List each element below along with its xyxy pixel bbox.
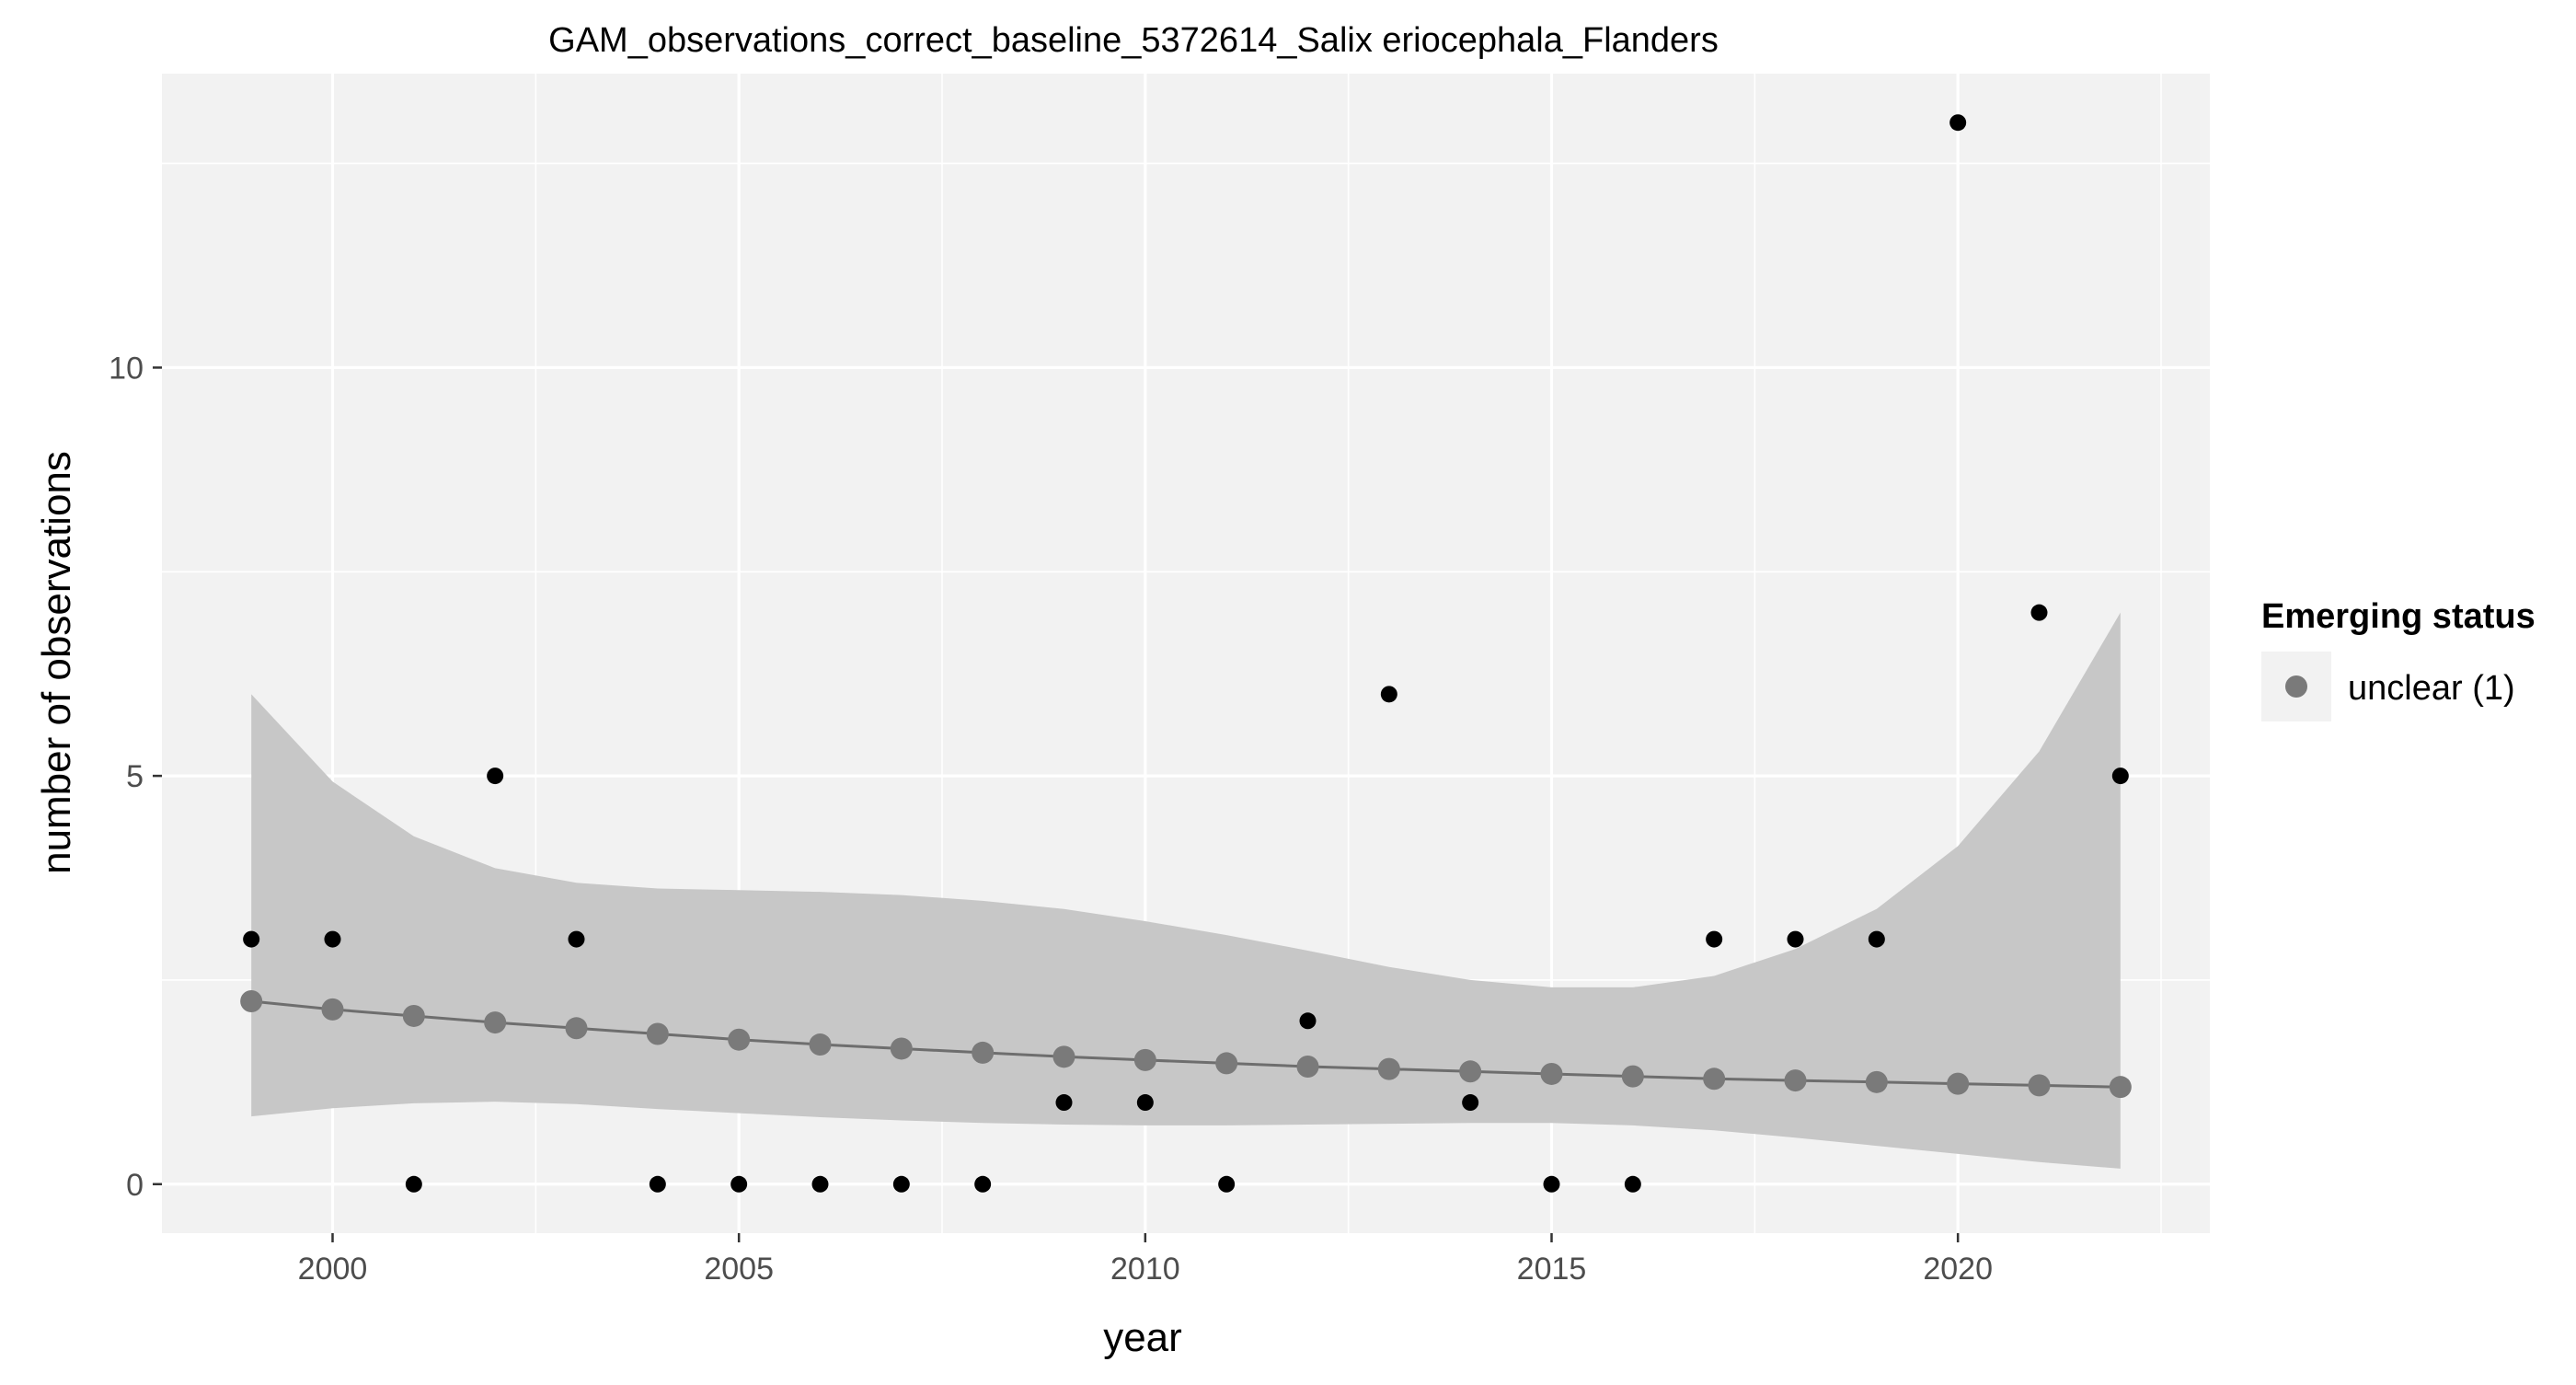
fitted-point: [1947, 1072, 1970, 1095]
chart-title: GAM_observations_correct_baseline_537261…: [548, 21, 1719, 60]
fitted-point: [240, 990, 263, 1012]
y-tick-label: 5: [126, 759, 144, 794]
observed-point: [1787, 930, 1804, 948]
observed-point: [974, 1175, 992, 1193]
fitted-point: [728, 1028, 751, 1051]
fitted-point: [484, 1011, 507, 1034]
observed-point: [1055, 1094, 1073, 1112]
observed-point: [1299, 1012, 1317, 1030]
x-tick-label: 2000: [298, 1252, 368, 1287]
x-tick-label: 2020: [1923, 1252, 1993, 1287]
observed-point: [730, 1175, 748, 1193]
observed-point: [487, 768, 504, 785]
fitted-point: [1540, 1062, 1563, 1085]
x-axis-label: year: [1103, 1315, 1182, 1360]
confidence-band-layer: [251, 612, 2121, 1169]
observed-point: [1380, 686, 1397, 703]
legend: Emerging status unclear (1): [2261, 597, 2536, 721]
observed-point: [1706, 930, 1723, 948]
x-tick-label: 2015: [1517, 1252, 1587, 1287]
fitted-point: [1865, 1070, 1888, 1093]
y-tick-label: 10: [109, 351, 144, 386]
observed-point: [2030, 604, 2048, 621]
legend-title: Emerging status: [2261, 597, 2536, 636]
fitted-line-layer: [251, 999, 2121, 1089]
legend-key-point: [2285, 675, 2307, 698]
observed-point: [1543, 1175, 1560, 1193]
fitted-point: [1215, 1052, 1238, 1075]
fitted-point: [1784, 1069, 1807, 1092]
y-tick-label: 0: [126, 1168, 144, 1203]
fitted-line: [251, 999, 2121, 1089]
fitted-point: [1377, 1057, 1400, 1080]
observed-point: [1868, 930, 1885, 948]
observed-point: [2111, 768, 2129, 785]
fitted-point: [1052, 1045, 1075, 1068]
confidence-band: [251, 612, 2121, 1169]
observed-point: [892, 1175, 910, 1193]
fitted-point: [565, 1017, 588, 1040]
x-tick-label: 2010: [1110, 1252, 1180, 1287]
fitted-point: [809, 1033, 832, 1056]
fitted-point: [1296, 1055, 1319, 1078]
x-tick-label: 2005: [704, 1252, 774, 1287]
fitted-points-layer: [240, 990, 2132, 1099]
fitted-point: [2028, 1074, 2051, 1097]
observed-point: [1624, 1175, 1641, 1193]
observed-point: [405, 1175, 422, 1193]
fitted-point: [1459, 1060, 1482, 1083]
observed-points-layer: [243, 114, 2129, 1193]
observed-point: [243, 930, 260, 948]
fitted-point: [321, 998, 344, 1021]
fitted-point: [402, 1004, 425, 1027]
axes-layer: 2000 2005 2010 2015 2020 0 5 10: [109, 351, 1993, 1287]
observed-point: [1218, 1175, 1236, 1193]
fitted-point: [972, 1041, 995, 1064]
fitted-point: [1133, 1048, 1156, 1071]
fitted-point: [2109, 1076, 2132, 1099]
observed-point: [568, 930, 585, 948]
fitted-point: [646, 1022, 669, 1045]
observed-point: [1949, 114, 1967, 132]
y-axis-label: number of observations: [34, 451, 79, 874]
fitted-point: [1621, 1065, 1644, 1088]
observed-point: [324, 930, 341, 948]
observed-point: [649, 1175, 666, 1193]
observed-point: [1136, 1094, 1154, 1112]
fitted-point: [890, 1037, 913, 1060]
observed-point: [1462, 1094, 1479, 1112]
observed-point: [811, 1175, 829, 1193]
fitted-point: [1703, 1068, 1726, 1091]
legend-entry-label: unclear (1): [2348, 669, 2515, 708]
